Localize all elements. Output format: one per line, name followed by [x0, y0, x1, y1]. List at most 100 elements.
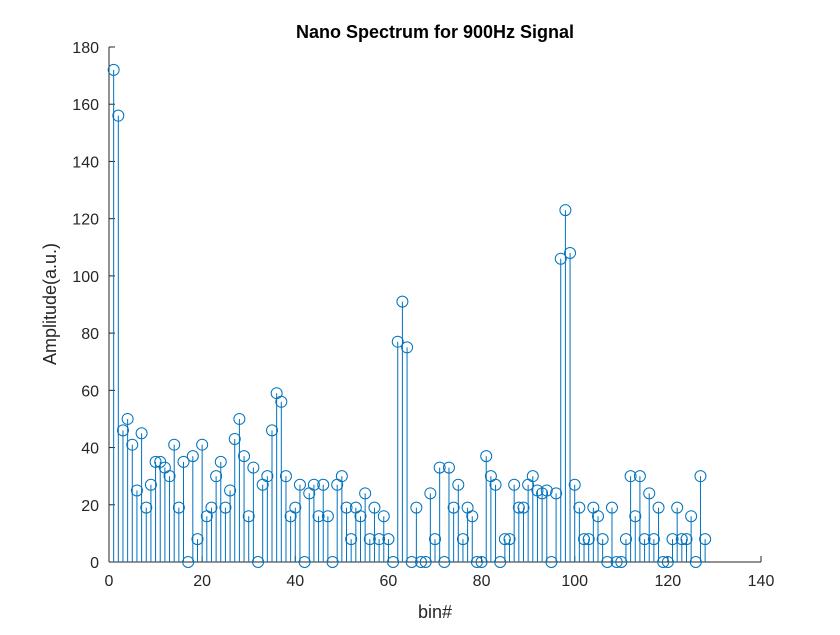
stem-marker — [456, 533, 469, 546]
stem-marker — [177, 455, 190, 468]
x-axis-label: bin# — [418, 602, 452, 622]
x-tick-label: 80 — [473, 573, 491, 590]
stem-marker — [564, 247, 577, 259]
stem-marker — [624, 470, 637, 483]
stem-marker — [424, 487, 437, 500]
stem-marker — [121, 412, 134, 425]
stem-marker — [601, 556, 614, 568]
stem-marker — [191, 533, 204, 546]
stem-marker — [172, 501, 185, 514]
stem-marker — [289, 501, 302, 514]
stem-marker — [116, 424, 129, 437]
stem-marker — [592, 510, 604, 523]
stem-marker — [182, 556, 195, 568]
y-tick-label: 20 — [81, 498, 99, 515]
stem-marker — [419, 556, 432, 568]
stem-marker — [205, 501, 218, 514]
stem-marker — [144, 478, 157, 491]
stem-marker — [252, 556, 265, 568]
stem-marker — [433, 461, 446, 474]
stem-marker — [657, 556, 670, 568]
stem-marker — [489, 478, 502, 491]
stem-marker — [312, 510, 325, 523]
stem-marker — [415, 556, 428, 568]
stem-marker — [242, 510, 255, 523]
stem-marker — [275, 395, 288, 408]
stem-marker — [442, 461, 455, 474]
stem-marker — [368, 501, 381, 514]
stem-marker — [317, 478, 330, 491]
stem-marker — [196, 438, 209, 451]
stem-marker — [382, 533, 395, 546]
stem-marker — [377, 510, 390, 523]
stem-marker — [261, 470, 274, 483]
stem-marker — [401, 341, 414, 354]
stem-marker — [214, 455, 227, 468]
y-tick-label: 140 — [72, 154, 99, 171]
stem-marker — [671, 501, 684, 514]
stem-marker — [219, 501, 232, 514]
stem-marker — [238, 450, 251, 463]
stem-marker — [526, 470, 539, 483]
stem-marker — [545, 556, 558, 568]
stem-marker — [685, 510, 698, 523]
stem-marker — [615, 556, 628, 568]
stem-marker — [140, 501, 153, 514]
data-series — [107, 63, 712, 568]
y-tick-label: 180 — [72, 40, 99, 57]
stem-marker — [512, 501, 525, 514]
x-tick-label: 140 — [748, 573, 775, 590]
stem-marker — [135, 427, 148, 440]
stem-marker — [410, 501, 423, 514]
stem-marker — [559, 204, 572, 217]
stem-marker — [596, 533, 609, 546]
stem-marker — [568, 478, 581, 491]
stem-marker — [340, 501, 353, 514]
stem-marker — [307, 478, 320, 491]
x-tick-label: 120 — [655, 573, 682, 590]
stem-marker — [293, 478, 306, 491]
stem-marker — [233, 412, 246, 425]
plot-axes: 0 20 40 60 80 100 120 140 0 20 40 60 80 100 120 140 160 1… — [72, 40, 774, 590]
stem-marker — [387, 556, 400, 568]
stem-marker — [517, 501, 530, 514]
stem-marker — [126, 438, 139, 451]
stem-marker — [470, 556, 483, 568]
stem-marker — [540, 484, 553, 497]
stem-marker — [438, 556, 451, 568]
stem-marker — [224, 484, 237, 497]
x-tick-label: 100 — [561, 573, 588, 590]
stem-marker — [652, 501, 665, 514]
stem-marker — [107, 63, 120, 76]
stem-marker — [554, 252, 567, 265]
y-tick-label: 120 — [72, 212, 99, 229]
stem-marker — [643, 487, 656, 500]
stem-marker — [475, 556, 488, 568]
stem-marker — [363, 533, 376, 546]
stem-marker — [429, 533, 441, 546]
stem-marker — [130, 484, 143, 497]
stem-marker — [633, 470, 646, 483]
stem-marker — [247, 461, 260, 474]
x-tick-label: 20 — [193, 573, 211, 590]
stem-marker — [354, 510, 367, 523]
y-tick-label: 80 — [81, 326, 99, 343]
stem-marker — [466, 510, 479, 523]
stem-marker — [266, 424, 278, 437]
y-tick-label: 60 — [81, 383, 99, 400]
stem-marker — [163, 470, 176, 483]
stem-marker — [326, 556, 339, 568]
stem-marker — [452, 478, 465, 491]
y-axis-label: Amplitude(a.u.) — [40, 243, 60, 365]
stem-marker — [610, 556, 623, 568]
y-tick-label: 100 — [72, 269, 99, 286]
stem-marker — [680, 533, 693, 546]
stem-marker — [396, 295, 409, 308]
stem-marker — [578, 533, 591, 546]
stem-marker — [629, 510, 642, 523]
stem-marker — [619, 533, 632, 546]
stem-marker — [661, 556, 674, 568]
stem-marker — [694, 470, 707, 483]
